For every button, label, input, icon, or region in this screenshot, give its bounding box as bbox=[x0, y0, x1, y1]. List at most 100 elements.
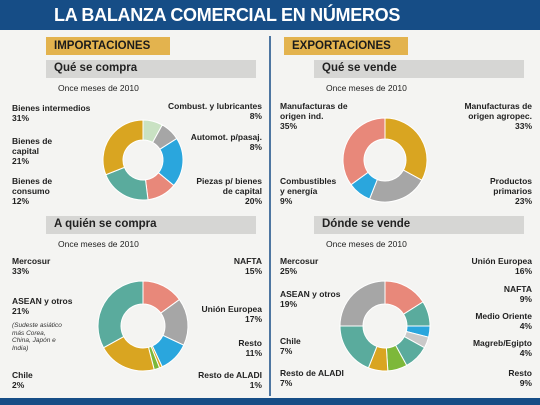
data-label: Resto 9% bbox=[482, 368, 532, 388]
chart-subtitle: Once meses de 2010 bbox=[58, 239, 139, 249]
value-label: 2% bbox=[12, 380, 25, 390]
category-label: Combustibles y energía bbox=[280, 176, 337, 196]
donut-segment bbox=[339, 280, 386, 327]
value-label: 8% bbox=[249, 111, 262, 121]
value-label: 7% bbox=[280, 346, 293, 356]
category-label: Medio Oriente bbox=[475, 311, 532, 321]
data-label: Mercosur 25% bbox=[280, 256, 340, 276]
value-label: 21% bbox=[12, 156, 30, 166]
data-label: Magreb/Egipto 4% bbox=[462, 338, 532, 358]
category-label: Resto bbox=[238, 338, 262, 348]
category-label: ASEAN y otros bbox=[280, 289, 341, 299]
value-label: 19% bbox=[280, 299, 298, 309]
value-label: 4% bbox=[519, 348, 532, 358]
chart-subtitle: Once meses de 2010 bbox=[326, 239, 407, 249]
subtitle-bar bbox=[314, 216, 524, 234]
subtitle-bar bbox=[46, 60, 256, 78]
chart-title: A quién se compra bbox=[54, 218, 157, 230]
data-label: Chile 2% bbox=[12, 370, 52, 390]
value-label: 35% bbox=[280, 121, 298, 131]
data-label: Productos primarios 23% bbox=[472, 176, 532, 206]
footer-bar bbox=[0, 398, 540, 405]
donut-segment bbox=[339, 325, 378, 369]
category-label: Manufacturas de origen agropec. bbox=[464, 101, 532, 121]
chart-subtitle: Once meses de 2010 bbox=[326, 83, 407, 93]
data-label: Bienes de consumo 12% bbox=[12, 176, 60, 206]
category-label: NAFTA bbox=[503, 284, 532, 294]
category-label: Manufacturas de origen ind. bbox=[280, 101, 348, 121]
data-label: NAFTA 9% bbox=[472, 284, 532, 304]
category-label: NAFTA bbox=[233, 256, 262, 266]
chart-title: Qué se vende bbox=[322, 62, 397, 74]
value-label: 4% bbox=[519, 321, 532, 331]
subtitle-bar bbox=[314, 60, 524, 78]
value-label: 23% bbox=[514, 196, 532, 206]
category-label: Resto de ALADI bbox=[280, 368, 344, 378]
category-label: Piezas p/ bienes de capital bbox=[196, 176, 262, 196]
value-label: 9% bbox=[280, 196, 293, 206]
data-label: Combust. y lubricantes 8% bbox=[152, 101, 262, 121]
data-label: Mercosur 33% bbox=[12, 256, 72, 276]
footnote: (Sudeste asiático más Corea, China, Japó… bbox=[12, 322, 62, 352]
donut-segment bbox=[102, 119, 144, 176]
category-label: Productos primarios bbox=[489, 176, 532, 196]
value-label: 1% bbox=[249, 380, 262, 390]
chart-title: Qué se compra bbox=[54, 62, 138, 74]
value-label: 31% bbox=[12, 113, 30, 123]
data-label: Bienes intermedios 31% bbox=[12, 103, 92, 123]
data-label: Unión Europea 16% bbox=[462, 256, 532, 276]
header-bar bbox=[0, 0, 540, 30]
value-label: 9% bbox=[519, 294, 532, 304]
section-bar bbox=[46, 37, 170, 55]
data-label: NAFTA 15% bbox=[202, 256, 262, 276]
value-label: 20% bbox=[244, 196, 262, 206]
category-label: Combust. y lubricantes bbox=[168, 101, 262, 111]
value-label: 8% bbox=[249, 142, 262, 152]
donut-segment bbox=[97, 280, 144, 349]
category-label: Bienes de capital bbox=[12, 136, 53, 156]
data-label: Resto de ALADI 1% bbox=[182, 370, 262, 390]
category-label: Bienes de consumo bbox=[12, 176, 53, 196]
category-label: Unión Europea bbox=[201, 304, 262, 314]
data-label: Resto de ALADI 7% bbox=[280, 368, 350, 388]
category-label: Automot. p/pasaj. bbox=[190, 132, 262, 142]
value-label: 15% bbox=[244, 266, 262, 276]
subtitle-bar bbox=[46, 216, 256, 234]
section-title: IMPORTACIONES bbox=[54, 40, 151, 52]
chart-subtitle: Once meses de 2010 bbox=[58, 83, 139, 93]
section-title: EXPORTACIONES bbox=[292, 40, 391, 52]
data-label: Automot. p/pasaj. 8% bbox=[182, 132, 262, 152]
category-label: Bienes intermedios bbox=[12, 103, 91, 113]
value-label: 33% bbox=[514, 121, 532, 131]
category-label: Mercosur bbox=[280, 256, 319, 266]
category-label: Chile bbox=[12, 370, 33, 380]
chart-title: Dónde se vende bbox=[322, 218, 411, 230]
data-label: ASEAN y otros 19% bbox=[280, 289, 350, 309]
section-bar bbox=[284, 37, 408, 55]
data-label: Bienes de capital 21% bbox=[12, 136, 56, 166]
value-label: 17% bbox=[244, 314, 262, 324]
data-label: Unión Europea 17% bbox=[192, 304, 262, 324]
data-label: Manufacturas de origen agropec. 33% bbox=[452, 101, 532, 131]
donut-segment bbox=[384, 117, 428, 181]
value-label: 33% bbox=[12, 266, 30, 276]
donut-segment bbox=[342, 117, 386, 186]
main-title: LA BALANZA COMERCIAL EN NÚMEROS bbox=[54, 5, 401, 25]
category-label: Magreb/Egipto bbox=[472, 338, 532, 348]
category-label: Chile bbox=[280, 336, 301, 346]
category-label: Resto de ALADI bbox=[198, 370, 262, 380]
value-label: 21% bbox=[12, 306, 30, 316]
value-label: 25% bbox=[280, 266, 298, 276]
data-label: Chile 7% bbox=[280, 336, 330, 356]
data-label: Resto 11% bbox=[202, 338, 262, 358]
data-label: Piezas p/ bienes de capital 20% bbox=[190, 176, 262, 206]
value-label: 7% bbox=[280, 378, 293, 388]
value-label: 16% bbox=[514, 266, 532, 276]
value-label: 12% bbox=[12, 196, 30, 206]
category-label: Unión Europea bbox=[471, 256, 532, 266]
category-label: Mercosur bbox=[12, 256, 51, 266]
category-label: Resto bbox=[508, 368, 532, 378]
data-label: ASEAN y otros 21% bbox=[12, 296, 82, 316]
